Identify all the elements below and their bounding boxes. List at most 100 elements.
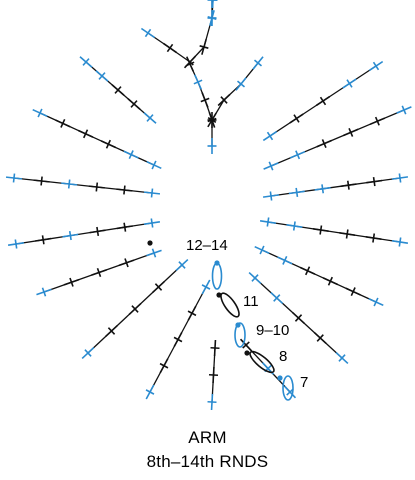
stitch-cross [235, 77, 247, 91]
stitch-cross [145, 384, 155, 400]
stitch-cross [127, 98, 141, 110]
stitch-bar [295, 187, 299, 197]
stitch-bar [68, 231, 72, 241]
stitch-cross [252, 56, 264, 70]
stitch-cross [32, 108, 48, 118]
stitch-bar [372, 233, 376, 243]
stitch-bar [316, 334, 324, 342]
stitch-cross [366, 177, 383, 187]
stitch-cross [263, 161, 279, 171]
stitch-cross [193, 74, 203, 90]
marker-dot [214, 260, 220, 266]
stitch-cross [61, 179, 78, 189]
round-label-9-10: 9–10 [256, 322, 289, 339]
stitch-bar [185, 61, 195, 67]
stitch-bar [319, 96, 327, 106]
stitch-cross [175, 258, 189, 272]
stitch-bar [60, 118, 66, 128]
stitch-bar [259, 245, 265, 255]
stitch-bar [282, 255, 288, 265]
stitch-cross [159, 358, 169, 374]
stitch-cross [254, 245, 270, 255]
stitch-cross [5, 173, 23, 183]
stitch-bar [98, 72, 106, 80]
marker-dot [216, 292, 222, 298]
stitch-cross [88, 182, 105, 192]
stitch-cross [143, 188, 161, 198]
stitch-bar [266, 217, 270, 227]
stitch-bar [251, 274, 259, 282]
stitch-cross [140, 27, 156, 39]
stitch-bar [187, 310, 197, 317]
loop-11 [220, 292, 240, 318]
stitch-bar [401, 105, 407, 115]
stitch-bar [350, 287, 356, 297]
stitch-bar [131, 305, 139, 313]
stitch-bar [253, 59, 263, 67]
stitch-bar [398, 237, 402, 247]
stitch-cross [89, 226, 106, 236]
stitch-cross [340, 180, 357, 190]
stitch-cross [118, 258, 135, 268]
stitch-bar [145, 389, 155, 395]
caption-title: ARM [188, 428, 227, 447]
stitch-bar [114, 86, 122, 94]
stitch-cross [283, 385, 297, 399]
stitch-cross [289, 113, 304, 124]
stitch-cross [35, 235, 52, 245]
stitch-cross [292, 311, 305, 325]
stitch-bar [159, 362, 169, 369]
stitch-bar [40, 176, 43, 186]
stitch-bar [321, 184, 325, 194]
stitch-bar [327, 276, 333, 286]
loop-12-14 [211, 262, 223, 290]
stitch-bar [96, 267, 102, 278]
stitch-cross [7, 239, 25, 249]
stitch-bar [373, 297, 379, 307]
stitch-cross [95, 70, 109, 82]
stitch-bar [128, 150, 134, 160]
stitch-bar [37, 108, 43, 118]
stitch-cross [201, 279, 211, 295]
stitch-cross [128, 302, 142, 316]
stitch-cross [143, 112, 157, 124]
stitch-cross [199, 39, 209, 55]
stitch-cross [339, 229, 356, 239]
stitch-bar [193, 79, 203, 85]
loop-9-10 [234, 322, 246, 348]
round-label-8: 8 [279, 348, 287, 365]
stitch-bar [130, 100, 138, 108]
caption-subtitle: 8th–14th RNDS [146, 452, 269, 471]
stitch-cross [316, 139, 332, 149]
stitch-cross [152, 280, 165, 294]
stitch-bar [178, 261, 186, 269]
stitch-bar [173, 336, 183, 343]
marker-dot [235, 322, 241, 328]
loop-7 [282, 375, 294, 401]
stitch-cross [312, 225, 329, 235]
stitch-cross [62, 231, 79, 241]
stitch-cross [299, 266, 316, 276]
stitch-cross [79, 56, 93, 68]
stitch-bar [150, 188, 154, 198]
stitch-bar [293, 114, 300, 123]
stitch-bar [151, 160, 157, 170]
stitch-cross [207, 112, 217, 128]
stitch-bar [201, 284, 211, 290]
stitch-bar [345, 229, 349, 239]
stitch-cross [116, 222, 133, 232]
stitch-bar [346, 180, 350, 190]
stitch-bar [154, 283, 163, 291]
stitch-cross [277, 255, 293, 265]
round-label-11: 11 [243, 293, 259, 310]
stitch-cross [36, 287, 52, 297]
stitch-cross [315, 95, 331, 107]
stitch-bar [67, 179, 71, 189]
stitch-cross [55, 118, 71, 128]
marker-dot [244, 350, 250, 356]
stitch-bar [319, 225, 323, 235]
stitch-bar [144, 28, 152, 38]
stitch-cross [286, 221, 303, 231]
stitch-cross [335, 351, 349, 365]
stitch-cross [91, 267, 107, 278]
